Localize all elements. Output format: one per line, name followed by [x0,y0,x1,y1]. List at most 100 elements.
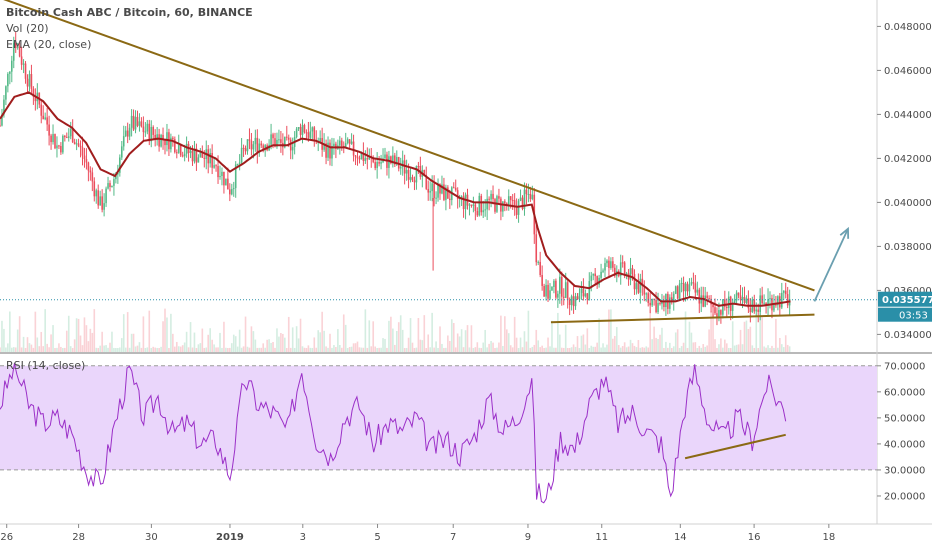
candle-body[interactable] [83,155,86,160]
candle-body[interactable] [289,139,292,151]
candle-body[interactable] [564,282,567,298]
candle-body[interactable] [423,169,426,175]
candle-body[interactable] [388,156,390,168]
candle-body[interactable] [474,204,477,211]
candle-body[interactable] [270,134,272,145]
candle-body[interactable] [77,143,80,146]
candle-body[interactable] [395,157,398,165]
candle-body[interactable] [305,132,308,134]
candle-body[interactable] [737,292,740,296]
candle-body[interactable] [629,268,632,280]
candle-body[interactable] [694,283,697,293]
candle-body[interactable] [407,169,410,180]
candle-body[interactable] [232,188,235,190]
candle-body[interactable] [786,294,789,306]
candle-body[interactable] [115,174,117,180]
candle-body[interactable] [284,136,286,148]
candle-body[interactable] [144,131,147,133]
candle-body[interactable] [429,191,431,193]
candle-body[interactable] [631,268,634,275]
candle-body[interactable] [140,121,143,127]
candle-body[interactable] [5,86,7,100]
candle-body[interactable] [260,143,263,146]
candle-body[interactable] [706,295,708,299]
candle-body[interactable] [105,188,107,204]
candle-body[interactable] [9,71,11,74]
candle-body[interactable] [537,261,540,263]
candle-body[interactable] [79,145,82,148]
candle-body[interactable] [394,155,396,165]
candle-body[interactable] [54,133,56,149]
candle-body[interactable] [460,196,463,198]
candle-body[interactable] [278,139,280,141]
candle-body[interactable] [323,143,325,150]
candle-body[interactable] [238,162,241,164]
candle-body[interactable] [301,125,304,135]
candle-body[interactable] [69,128,72,137]
candle-body[interactable] [130,115,133,128]
candle-body[interactable] [111,185,113,187]
candle-body[interactable] [655,299,657,313]
candle-body[interactable] [58,145,60,147]
candle-body[interactable] [553,280,555,287]
candle-body[interactable] [126,130,129,137]
candle-body[interactable] [727,296,730,309]
candle-body[interactable] [757,309,760,312]
candle-body[interactable] [669,297,671,309]
candle-body[interactable] [784,290,787,295]
candle-body[interactable] [399,166,402,169]
candle-body[interactable] [368,155,371,160]
candle-body[interactable] [117,172,119,175]
candle-body[interactable] [229,189,231,195]
candle-body[interactable] [22,63,25,65]
candle-body[interactable] [252,144,255,150]
candle-body[interactable] [276,139,278,147]
candle-body[interactable] [48,124,50,136]
candle-body[interactable] [24,63,27,79]
candle-body[interactable] [256,137,259,153]
candle-body[interactable] [203,157,206,160]
candle-body[interactable] [623,262,626,276]
candle-body[interactable] [356,156,359,159]
candle-body[interactable] [142,126,145,133]
candle-body[interactable] [91,172,94,182]
candle-body[interactable] [350,141,353,144]
candle-body[interactable] [12,42,15,61]
candle-body[interactable] [413,180,416,183]
candle-body[interactable] [749,308,752,313]
candle-body[interactable] [657,302,659,313]
candle-body[interactable] [672,293,675,303]
candle-body[interactable] [158,134,160,147]
candle-body[interactable] [409,177,412,180]
candle-body[interactable] [378,162,380,164]
candle-body[interactable] [272,134,274,139]
candle-body[interactable] [360,152,363,160]
projection-arrow[interactable] [813,228,849,302]
candle-body[interactable] [614,267,616,277]
candle-body[interactable] [209,153,211,164]
candle-body[interactable] [81,147,84,156]
candle-body[interactable] [390,156,392,164]
candle-body[interactable] [568,299,571,306]
candle-body[interactable] [75,143,78,145]
candle-body[interactable] [509,196,512,200]
candle-body[interactable] [160,134,162,147]
candle-body[interactable] [559,276,561,294]
candle-body[interactable] [227,178,229,190]
candle-body[interactable] [333,143,335,146]
candle-body[interactable] [586,293,589,300]
candle-body[interactable] [354,155,357,157]
candle-body[interactable] [582,288,585,297]
candle-body[interactable] [352,141,355,156]
candle-body[interactable] [26,78,29,87]
candle-body[interactable] [684,283,687,292]
candle-body[interactable] [230,189,233,195]
candle-body[interactable] [484,209,486,211]
candle-body[interactable] [439,183,441,194]
candle-body[interactable] [635,283,638,290]
candle-body[interactable] [87,162,90,171]
candle-body[interactable] [676,286,679,299]
candle-body[interactable] [138,121,141,126]
candle-body[interactable] [472,204,475,206]
